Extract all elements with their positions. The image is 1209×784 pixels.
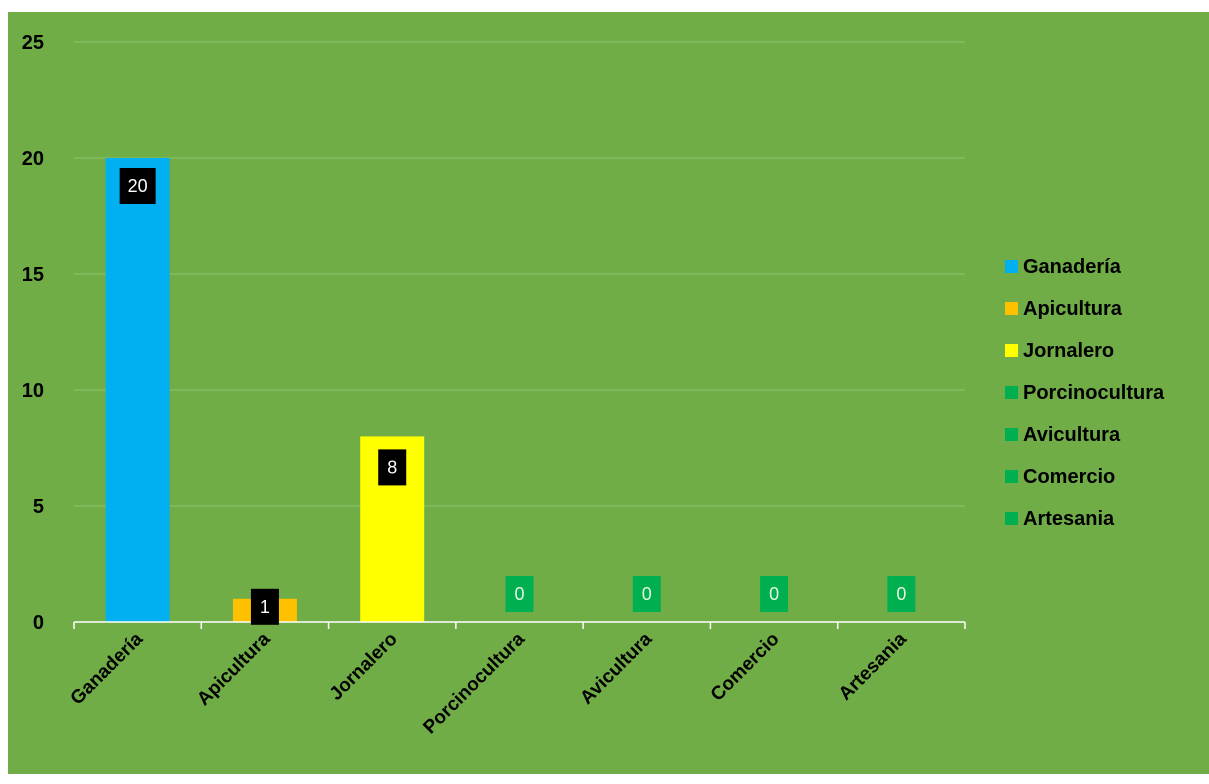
y-tick-label: 25: [22, 32, 44, 54]
gridlines: [74, 41, 965, 507]
y-tick-label: 0: [33, 612, 44, 634]
data-label-box: [250, 588, 279, 625]
x-category-label: Jornalero: [326, 629, 402, 705]
legend-swatch: [1005, 260, 1018, 273]
data-label: 1: [260, 597, 270, 617]
legend-item-label: Apicultura: [1023, 298, 1123, 320]
bar-ganadería: [105, 158, 170, 622]
legend-item-label: Avicultura: [1023, 424, 1121, 446]
data-label-box: [760, 576, 789, 612]
x-category-label: Apicultura: [193, 628, 275, 710]
data-label: 8: [387, 457, 397, 477]
data-labels: 20 1 8 0 0 0 0: [119, 168, 916, 625]
data-label: 0: [642, 584, 652, 604]
y-tick-label: 5: [33, 496, 44, 518]
data-label: 0: [896, 584, 906, 604]
x-category-label: Comercio: [707, 629, 784, 706]
y-tick-label: 15: [22, 264, 44, 286]
data-label-box: [632, 576, 661, 612]
legend-item-label: Comercio: [1023, 466, 1115, 488]
data-label: 20: [128, 176, 148, 196]
x-category-label: Avicultura: [576, 628, 656, 708]
data-label: 0: [514, 584, 524, 604]
legend-swatch: [1005, 428, 1018, 441]
x-category-label: Porcinocultura: [419, 628, 529, 738]
legend-swatch: [1005, 470, 1018, 483]
bars: [105, 158, 425, 622]
legend: Ganadería Apicultura Jornalero Porcinocultu…: [1005, 256, 1165, 530]
legend-swatch: [1005, 302, 1018, 315]
legend-swatch: [1005, 344, 1018, 357]
legend-swatch: [1005, 512, 1018, 525]
data-label-box: [887, 576, 916, 612]
x-category-label: Ganadería: [67, 628, 148, 709]
legend-item-label: Ganadería: [1023, 256, 1122, 278]
x-category-label: Artesania: [835, 628, 911, 704]
y-tick-label: 10: [22, 380, 44, 402]
data-label-box: [505, 576, 534, 612]
data-label-box: [378, 449, 407, 486]
y-tick-label: 20: [22, 148, 44, 170]
legend-item-label: Jornalero: [1023, 340, 1114, 362]
data-label: 0: [769, 584, 779, 604]
legend-item-label: Porcinocultura: [1023, 382, 1165, 404]
legend-swatch: [1005, 386, 1018, 399]
chart-panel: 0 5 10 15 20 25 Ganadería Apicultura Jornalero Po…: [8, 12, 1209, 774]
legend-item-label: Artesania: [1023, 508, 1115, 530]
data-label-box: [119, 168, 156, 204]
